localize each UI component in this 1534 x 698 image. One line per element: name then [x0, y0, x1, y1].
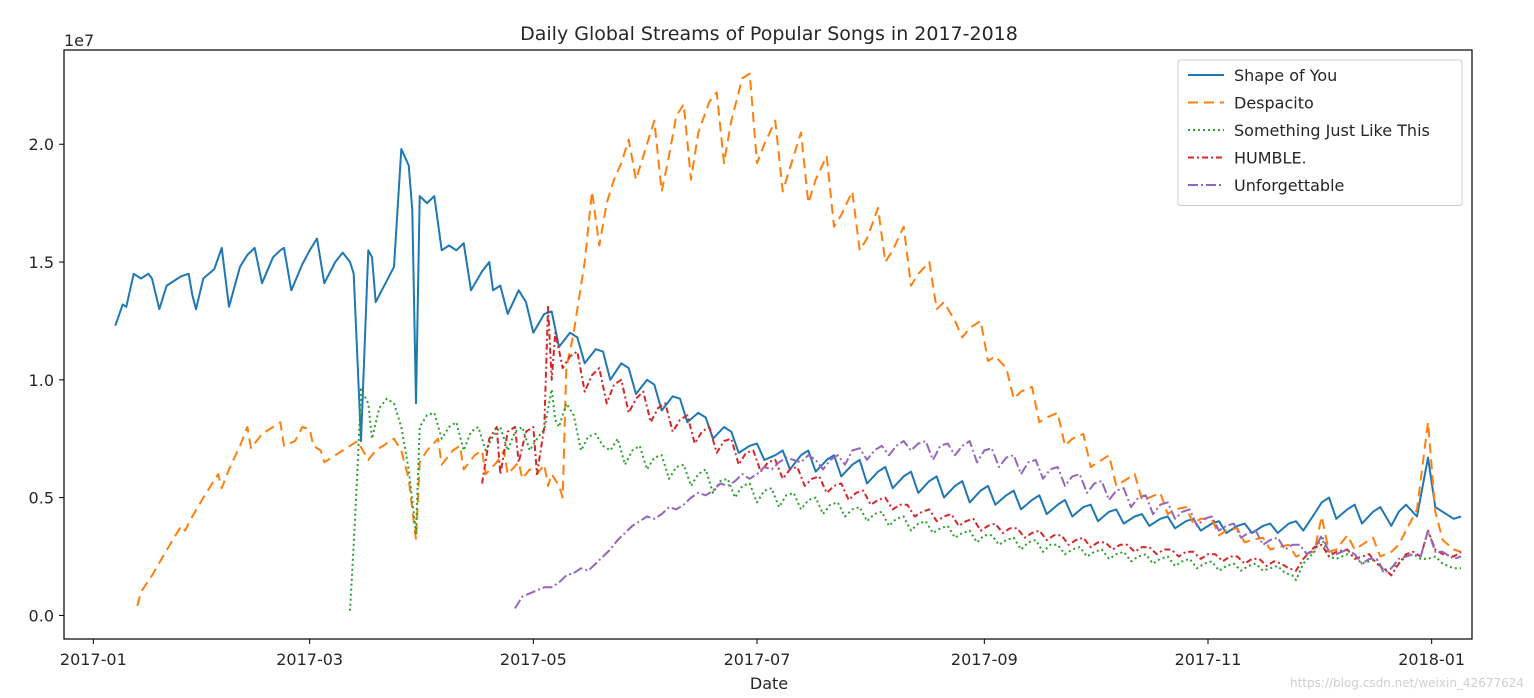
- watermark: https://blog.csdn.net/weixin_42677624: [1289, 676, 1524, 690]
- plot-frame: [63, 49, 1473, 640]
- x-tick-label: 2017-05: [500, 650, 567, 669]
- y-axis-ticks: 0.0 0.5 1.0 1.5 2.0: [29, 135, 64, 625]
- x-tick-label: 2017-09: [951, 650, 1018, 669]
- legend-box: [1177, 59, 1463, 206]
- plot-lines: [114, 72, 1462, 611]
- y-axis-offset-label: 1e7: [64, 31, 94, 50]
- x-tick-label: 2017-01: [60, 650, 127, 669]
- y-tick-label: 1.5: [29, 253, 54, 272]
- legend-label: Shape of You: [1234, 66, 1337, 85]
- y-tick-label: 0.0: [29, 606, 54, 625]
- series-line-despacito: [136, 72, 1462, 607]
- x-tick-label: 2017-11: [1175, 650, 1242, 669]
- legend: Shape of You Despacito Something Just Like…: [1177, 59, 1463, 206]
- x-axis-label: Date: [750, 674, 788, 693]
- x-tick-label: 2018-01: [1398, 650, 1465, 669]
- y-tick-label: 2.0: [29, 135, 54, 154]
- legend-label: Despacito: [1234, 94, 1314, 113]
- series-line-shape-of-you: [114, 148, 1462, 534]
- x-tick-label: 2017-07: [724, 650, 791, 669]
- x-axis-ticks: 2017-01 2017-03 2017-05 2017-07 2017-09 2017-…: [60, 639, 1465, 669]
- legend-label: Something Just Like This: [1234, 121, 1430, 140]
- series-line-humble: [481, 305, 1462, 577]
- series-line-unforgettable: [514, 440, 1462, 609]
- x-tick-label: 2017-03: [276, 650, 343, 669]
- y-tick-label: 1.0: [29, 371, 54, 390]
- legend-label: Unforgettable: [1234, 176, 1344, 195]
- legend-label: HUMBLE.: [1234, 149, 1307, 168]
- chart-title: Daily Global Streams of Popular Songs in…: [520, 23, 1018, 45]
- y-tick-label: 0.5: [29, 489, 54, 508]
- series-line-something-just-like-this: [349, 388, 1461, 611]
